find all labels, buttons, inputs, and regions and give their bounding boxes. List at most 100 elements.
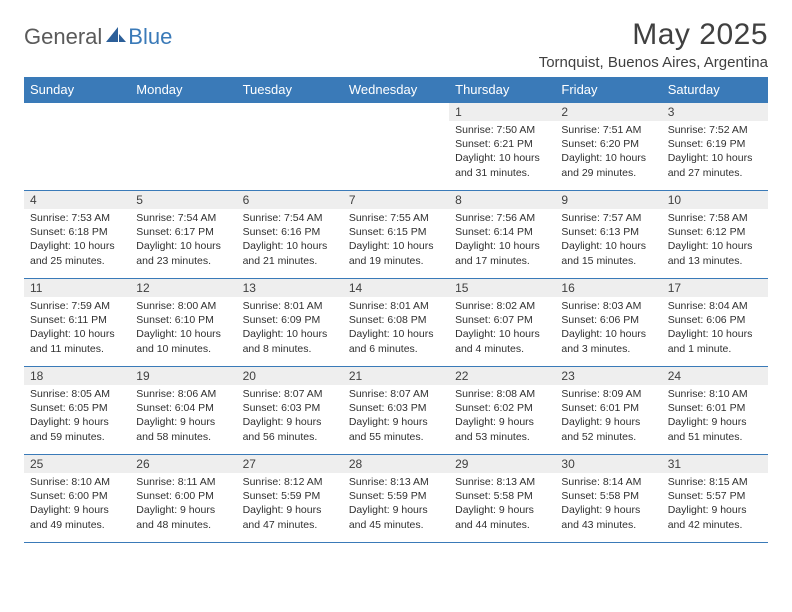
calendar-row: 1Sunrise: 7:50 AMSunset: 6:21 PMDaylight…	[24, 103, 768, 191]
calendar-cell: 21Sunrise: 8:07 AMSunset: 6:03 PMDayligh…	[343, 367, 449, 455]
day-body: Sunrise: 7:52 AMSunset: 6:19 PMDaylight:…	[662, 121, 768, 184]
calendar-cell: 13Sunrise: 8:01 AMSunset: 6:09 PMDayligh…	[237, 279, 343, 367]
day-number: 28	[343, 455, 449, 473]
day-body: Sunrise: 8:11 AMSunset: 6:00 PMDaylight:…	[130, 473, 236, 536]
day-body: Sunrise: 7:55 AMSunset: 6:15 PMDaylight:…	[343, 209, 449, 272]
day-number: 14	[343, 279, 449, 297]
day-number: 10	[662, 191, 768, 209]
calendar-cell	[130, 103, 236, 191]
day-number: 1	[449, 103, 555, 121]
day-number: 24	[662, 367, 768, 385]
day-number: 31	[662, 455, 768, 473]
calendar-row: 4Sunrise: 7:53 AMSunset: 6:18 PMDaylight…	[24, 191, 768, 279]
weekday-header: Thursday	[449, 77, 555, 103]
day-number: 13	[237, 279, 343, 297]
weekday-header: Wednesday	[343, 77, 449, 103]
calendar-cell: 10Sunrise: 7:58 AMSunset: 6:12 PMDayligh…	[662, 191, 768, 279]
day-number: 25	[24, 455, 130, 473]
day-number: 2	[555, 103, 661, 121]
day-number: 7	[343, 191, 449, 209]
day-number: 30	[555, 455, 661, 473]
logo-text-blue: Blue	[128, 24, 172, 50]
calendar-cell: 2Sunrise: 7:51 AMSunset: 6:20 PMDaylight…	[555, 103, 661, 191]
day-body: Sunrise: 8:10 AMSunset: 6:00 PMDaylight:…	[24, 473, 130, 536]
day-number: 15	[449, 279, 555, 297]
calendar-row: 18Sunrise: 8:05 AMSunset: 6:05 PMDayligh…	[24, 367, 768, 455]
day-body: Sunrise: 8:14 AMSunset: 5:58 PMDaylight:…	[555, 473, 661, 536]
header: General Blue May 2025 Tornquist, Buenos …	[24, 18, 768, 71]
day-number: 12	[130, 279, 236, 297]
day-body: Sunrise: 8:00 AMSunset: 6:10 PMDaylight:…	[130, 297, 236, 360]
day-body: Sunrise: 8:08 AMSunset: 6:02 PMDaylight:…	[449, 385, 555, 448]
calendar-page: General Blue May 2025 Tornquist, Buenos …	[0, 0, 792, 555]
day-number: 16	[555, 279, 661, 297]
month-title: May 2025	[539, 18, 768, 52]
day-number: 3	[662, 103, 768, 121]
calendar-cell: 3Sunrise: 7:52 AMSunset: 6:19 PMDaylight…	[662, 103, 768, 191]
calendar-cell: 23Sunrise: 8:09 AMSunset: 6:01 PMDayligh…	[555, 367, 661, 455]
calendar-cell: 22Sunrise: 8:08 AMSunset: 6:02 PMDayligh…	[449, 367, 555, 455]
day-body: Sunrise: 7:59 AMSunset: 6:11 PMDaylight:…	[24, 297, 130, 360]
day-number: 20	[237, 367, 343, 385]
day-body: Sunrise: 8:15 AMSunset: 5:57 PMDaylight:…	[662, 473, 768, 536]
calendar-row: 11Sunrise: 7:59 AMSunset: 6:11 PMDayligh…	[24, 279, 768, 367]
location: Tornquist, Buenos Aires, Argentina	[539, 54, 768, 71]
calendar-cell: 7Sunrise: 7:55 AMSunset: 6:15 PMDaylight…	[343, 191, 449, 279]
day-number: 19	[130, 367, 236, 385]
day-number: 18	[24, 367, 130, 385]
day-body: Sunrise: 7:56 AMSunset: 6:14 PMDaylight:…	[449, 209, 555, 272]
day-body: Sunrise: 8:09 AMSunset: 6:01 PMDaylight:…	[555, 385, 661, 448]
calendar-cell	[237, 103, 343, 191]
day-number: 9	[555, 191, 661, 209]
day-number: 8	[449, 191, 555, 209]
day-body: Sunrise: 7:54 AMSunset: 6:17 PMDaylight:…	[130, 209, 236, 272]
calendar-cell: 31Sunrise: 8:15 AMSunset: 5:57 PMDayligh…	[662, 455, 768, 543]
calendar-cell: 24Sunrise: 8:10 AMSunset: 6:01 PMDayligh…	[662, 367, 768, 455]
calendar-cell: 9Sunrise: 7:57 AMSunset: 6:13 PMDaylight…	[555, 191, 661, 279]
calendar-cell: 17Sunrise: 8:04 AMSunset: 6:06 PMDayligh…	[662, 279, 768, 367]
weekday-header: Saturday	[662, 77, 768, 103]
day-body: Sunrise: 8:03 AMSunset: 6:06 PMDaylight:…	[555, 297, 661, 360]
calendar-cell: 12Sunrise: 8:00 AMSunset: 6:10 PMDayligh…	[130, 279, 236, 367]
day-number: 4	[24, 191, 130, 209]
calendar-cell: 4Sunrise: 7:53 AMSunset: 6:18 PMDaylight…	[24, 191, 130, 279]
day-number: 23	[555, 367, 661, 385]
day-body: Sunrise: 7:54 AMSunset: 6:16 PMDaylight:…	[237, 209, 343, 272]
title-block: May 2025 Tornquist, Buenos Aires, Argent…	[539, 18, 768, 71]
day-body: Sunrise: 8:07 AMSunset: 6:03 PMDaylight:…	[343, 385, 449, 448]
calendar-cell: 18Sunrise: 8:05 AMSunset: 6:05 PMDayligh…	[24, 367, 130, 455]
calendar-cell: 28Sunrise: 8:13 AMSunset: 5:59 PMDayligh…	[343, 455, 449, 543]
calendar-cell: 6Sunrise: 7:54 AMSunset: 6:16 PMDaylight…	[237, 191, 343, 279]
day-number: 6	[237, 191, 343, 209]
day-number: 27	[237, 455, 343, 473]
calendar-cell: 14Sunrise: 8:01 AMSunset: 6:08 PMDayligh…	[343, 279, 449, 367]
day-number: 22	[449, 367, 555, 385]
day-body: Sunrise: 7:58 AMSunset: 6:12 PMDaylight:…	[662, 209, 768, 272]
calendar-cell: 16Sunrise: 8:03 AMSunset: 6:06 PMDayligh…	[555, 279, 661, 367]
calendar-head: SundayMondayTuesdayWednesdayThursdayFrid…	[24, 77, 768, 103]
day-body: Sunrise: 8:06 AMSunset: 6:04 PMDaylight:…	[130, 385, 236, 448]
day-body: Sunrise: 7:57 AMSunset: 6:13 PMDaylight:…	[555, 209, 661, 272]
day-body: Sunrise: 8:13 AMSunset: 5:58 PMDaylight:…	[449, 473, 555, 536]
calendar-cell: 30Sunrise: 8:14 AMSunset: 5:58 PMDayligh…	[555, 455, 661, 543]
day-body: Sunrise: 8:01 AMSunset: 6:08 PMDaylight:…	[343, 297, 449, 360]
calendar-cell: 26Sunrise: 8:11 AMSunset: 6:00 PMDayligh…	[130, 455, 236, 543]
calendar-body: 1Sunrise: 7:50 AMSunset: 6:21 PMDaylight…	[24, 103, 768, 543]
day-body: Sunrise: 8:10 AMSunset: 6:01 PMDaylight:…	[662, 385, 768, 448]
day-number: 21	[343, 367, 449, 385]
calendar-cell: 8Sunrise: 7:56 AMSunset: 6:14 PMDaylight…	[449, 191, 555, 279]
calendar-cell	[24, 103, 130, 191]
calendar-table: SundayMondayTuesdayWednesdayThursdayFrid…	[24, 77, 768, 543]
day-body: Sunrise: 8:01 AMSunset: 6:09 PMDaylight:…	[237, 297, 343, 360]
calendar-cell: 5Sunrise: 7:54 AMSunset: 6:17 PMDaylight…	[130, 191, 236, 279]
calendar-cell	[343, 103, 449, 191]
calendar-cell: 11Sunrise: 7:59 AMSunset: 6:11 PMDayligh…	[24, 279, 130, 367]
day-body: Sunrise: 7:50 AMSunset: 6:21 PMDaylight:…	[449, 121, 555, 184]
calendar-row: 25Sunrise: 8:10 AMSunset: 6:00 PMDayligh…	[24, 455, 768, 543]
logo: General Blue	[24, 24, 172, 50]
day-number: 29	[449, 455, 555, 473]
day-number: 17	[662, 279, 768, 297]
day-body: Sunrise: 7:53 AMSunset: 6:18 PMDaylight:…	[24, 209, 130, 272]
calendar-cell: 1Sunrise: 7:50 AMSunset: 6:21 PMDaylight…	[449, 103, 555, 191]
day-body: Sunrise: 8:12 AMSunset: 5:59 PMDaylight:…	[237, 473, 343, 536]
